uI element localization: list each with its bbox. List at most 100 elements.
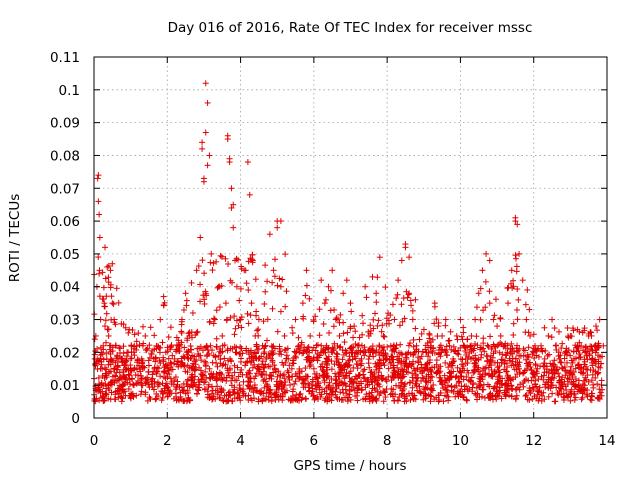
data-point [214, 284, 221, 291]
data-point [594, 327, 601, 334]
data-point [307, 332, 314, 339]
data-point [486, 257, 493, 264]
data-point [235, 394, 242, 401]
data-point [370, 373, 377, 380]
data-point [508, 340, 515, 347]
data-point [376, 365, 383, 372]
data-point [146, 384, 153, 391]
data-point [192, 332, 199, 339]
y-tick-label: 0.09 [50, 116, 80, 132]
data-point [222, 300, 229, 307]
data-point [367, 322, 374, 329]
data-point [249, 257, 256, 264]
x-tick-label: 0 [90, 433, 99, 449]
data-point [116, 344, 123, 351]
data-point [244, 310, 251, 317]
data-point [113, 285, 120, 292]
data-point [556, 328, 563, 335]
data-point [262, 288, 269, 295]
data-point [360, 368, 367, 375]
data-point [156, 349, 163, 356]
data-point [391, 316, 398, 323]
data-point [395, 277, 402, 284]
data-point [409, 316, 416, 323]
data-point [210, 260, 217, 267]
data-point [213, 343, 220, 350]
data-point [551, 357, 558, 364]
data-point [240, 378, 247, 385]
data-point [499, 381, 506, 388]
data-point [427, 398, 434, 405]
data-point [335, 382, 342, 389]
data-point [480, 307, 487, 314]
data-point [213, 335, 220, 342]
data-point [558, 359, 565, 366]
data-point [310, 354, 317, 361]
data-point [494, 364, 501, 371]
data-point [239, 350, 246, 357]
data-point [394, 291, 401, 298]
data-point [217, 252, 224, 259]
data-point [410, 336, 417, 343]
data-point [160, 374, 167, 381]
data-point [210, 315, 217, 322]
data-point [379, 322, 386, 329]
data-point [182, 368, 189, 375]
data-point [216, 304, 223, 311]
data-point [201, 270, 208, 277]
data-point [415, 359, 422, 366]
data-point [331, 340, 338, 347]
data-point [102, 275, 109, 282]
data-point [481, 348, 488, 355]
data-point [291, 380, 298, 387]
data-point [555, 391, 562, 398]
data-point [318, 277, 325, 284]
data-point [222, 255, 229, 262]
data-point [383, 386, 390, 393]
data-point [233, 377, 240, 384]
data-point [513, 392, 520, 399]
data-point [120, 350, 127, 357]
data-point [402, 380, 409, 387]
data-point [389, 390, 396, 397]
data-point [447, 328, 454, 335]
data-point [484, 381, 491, 388]
data-point [269, 357, 276, 364]
x-tick-labels: 0 2 4 6 8 10 12 14 [90, 433, 616, 449]
data-point [181, 354, 188, 361]
data-point [270, 267, 277, 274]
data-point [403, 355, 410, 362]
data-point [220, 398, 227, 405]
data-point [514, 316, 521, 323]
data-point [361, 344, 368, 351]
data-point [202, 129, 209, 136]
data-point [191, 358, 198, 365]
data-point [320, 320, 327, 327]
y-tick-label: 0.08 [50, 148, 80, 164]
data-point [513, 268, 520, 275]
data-point [486, 288, 493, 295]
data-point [520, 370, 527, 377]
data-point [233, 317, 240, 324]
data-point [430, 381, 437, 388]
data-point [450, 343, 457, 350]
data-point [566, 376, 573, 383]
data-point [224, 316, 231, 323]
data-point [224, 132, 231, 139]
data-point [357, 362, 364, 369]
data-point [313, 374, 320, 381]
data-point [302, 395, 309, 402]
data-point [91, 336, 98, 343]
data-point [259, 358, 266, 365]
y-tick-labels: 0 0.01 0.02 0.03 0.04 0.05 0.06 0.07 0.08 0.09 0.1… [50, 50, 80, 427]
data-point [592, 374, 599, 381]
data-point [271, 256, 278, 263]
data-point [548, 375, 555, 382]
data-point [533, 383, 540, 390]
data-point [104, 264, 111, 271]
y-tick-label: 0.04 [50, 280, 80, 296]
data-point [525, 329, 532, 336]
data-point [101, 244, 108, 251]
data-point [165, 334, 172, 341]
